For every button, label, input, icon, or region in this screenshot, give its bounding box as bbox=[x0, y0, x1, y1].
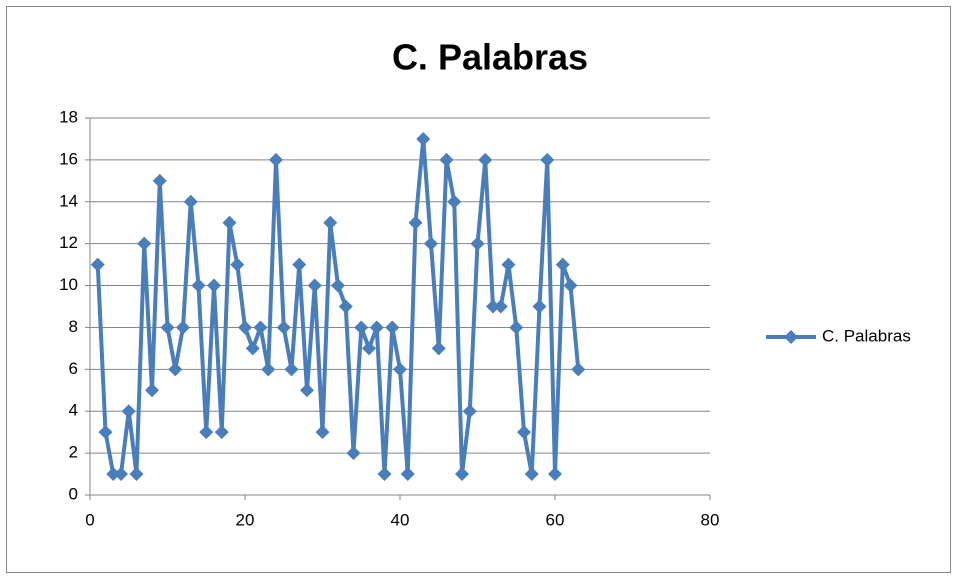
point-marker bbox=[385, 320, 400, 335]
point-marker bbox=[563, 278, 578, 293]
point-marker bbox=[152, 173, 167, 188]
point-marker bbox=[455, 467, 469, 482]
x-tick-label: 40 bbox=[391, 510, 410, 529]
point-marker bbox=[106, 467, 121, 482]
point-marker bbox=[137, 236, 152, 251]
y-tick-label: 2 bbox=[69, 443, 78, 462]
legend-marker bbox=[784, 330, 798, 344]
point-marker bbox=[207, 278, 221, 293]
point-marker bbox=[114, 467, 128, 482]
point-marker bbox=[269, 152, 283, 167]
x-tick-label: 20 bbox=[236, 510, 255, 529]
point-marker bbox=[222, 215, 237, 230]
point-marker bbox=[408, 215, 423, 230]
point-marker bbox=[478, 152, 493, 167]
y-tick-label: 0 bbox=[69, 484, 78, 503]
point-marker bbox=[176, 320, 190, 335]
point-marker bbox=[191, 278, 206, 293]
point-marker bbox=[447, 194, 462, 209]
y-tick-label: 8 bbox=[69, 317, 78, 336]
y-tick-label: 12 bbox=[59, 233, 78, 252]
point-marker bbox=[524, 467, 539, 482]
y-tick-label: 16 bbox=[59, 149, 78, 168]
point-marker bbox=[168, 362, 183, 377]
point-marker bbox=[160, 320, 175, 335]
point-marker bbox=[261, 362, 276, 377]
point-marker bbox=[98, 425, 113, 440]
point-marker bbox=[470, 236, 485, 251]
point-marker bbox=[354, 320, 369, 335]
point-marker bbox=[377, 467, 392, 482]
point-marker bbox=[362, 341, 376, 356]
point-marker bbox=[486, 299, 500, 314]
point-marker bbox=[517, 425, 531, 440]
point-marker bbox=[129, 467, 144, 482]
legend-label: C. Palabras bbox=[822, 326, 911, 345]
point-marker bbox=[400, 467, 415, 482]
y-tick-label: 4 bbox=[69, 401, 78, 420]
point-marker bbox=[292, 257, 307, 272]
point-marker bbox=[540, 152, 555, 167]
point-marker bbox=[555, 257, 570, 272]
chart-title: C. Palabras bbox=[392, 37, 588, 78]
point-marker bbox=[300, 383, 314, 398]
point-marker bbox=[571, 362, 586, 377]
point-marker bbox=[323, 215, 338, 230]
point-marker bbox=[331, 278, 345, 293]
point-marker bbox=[276, 320, 291, 335]
point-marker bbox=[532, 299, 547, 314]
point-marker bbox=[284, 362, 299, 377]
point-marker bbox=[439, 152, 454, 167]
point-marker bbox=[424, 236, 438, 251]
point-marker bbox=[315, 425, 330, 440]
point-marker bbox=[183, 194, 198, 209]
point-marker bbox=[493, 299, 508, 314]
point-marker bbox=[253, 320, 268, 335]
y-tick-label: 18 bbox=[59, 107, 78, 126]
point-marker bbox=[199, 425, 214, 440]
point-marker bbox=[307, 278, 322, 293]
point-marker bbox=[501, 257, 516, 272]
point-marker bbox=[462, 404, 477, 419]
point-marker bbox=[230, 257, 245, 272]
x-tick-label: 60 bbox=[546, 510, 565, 529]
y-tick-label: 6 bbox=[69, 359, 78, 378]
x-tick-label: 80 bbox=[701, 510, 720, 529]
point-marker bbox=[121, 404, 136, 419]
point-marker bbox=[145, 383, 159, 398]
point-marker bbox=[346, 446, 361, 461]
x-tick-label: 0 bbox=[85, 510, 94, 529]
point-marker bbox=[338, 299, 353, 314]
point-marker bbox=[548, 467, 562, 482]
point-marker bbox=[369, 320, 384, 335]
point-marker bbox=[214, 425, 229, 440]
point-marker bbox=[90, 257, 105, 272]
point-marker bbox=[245, 341, 260, 356]
y-tick-label: 14 bbox=[59, 191, 78, 210]
point-marker bbox=[238, 320, 252, 335]
point-marker bbox=[431, 341, 446, 356]
y-tick-label: 10 bbox=[59, 275, 78, 294]
point-marker bbox=[416, 131, 431, 146]
point-marker bbox=[393, 362, 407, 377]
point-marker bbox=[509, 320, 524, 335]
